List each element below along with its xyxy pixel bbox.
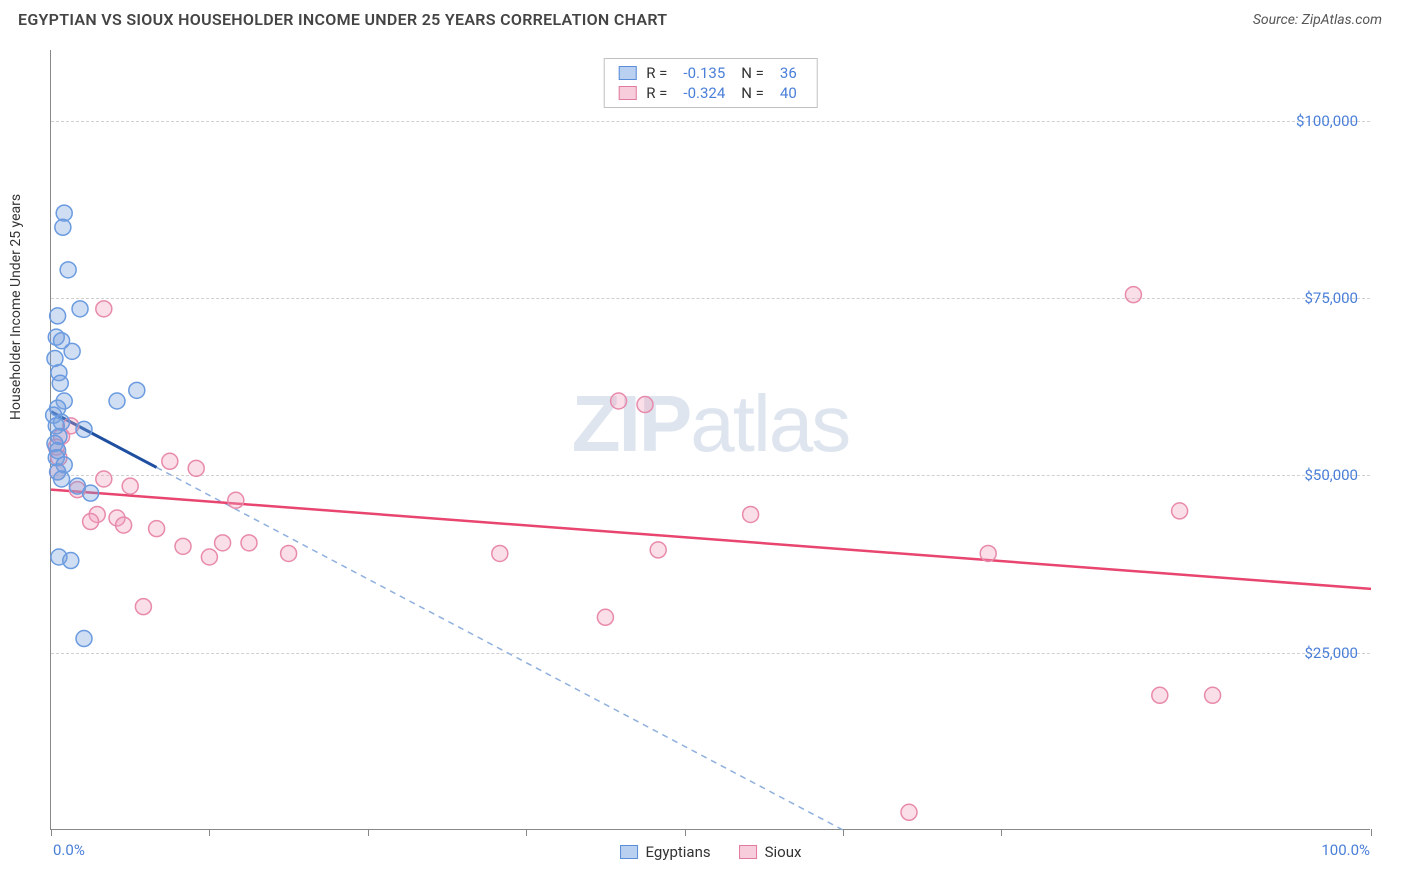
- swatch-egyptians-icon: [620, 845, 638, 859]
- x-tick-mark: [1001, 829, 1002, 836]
- legend-label-sioux: Sioux: [765, 843, 802, 861]
- n-label-si: N =: [741, 84, 764, 102]
- legend-row-egyptians: R = -0.135 N = 36: [618, 63, 803, 83]
- swatch-egyptians: [618, 66, 636, 80]
- chart-plot-area: ZIPatlas $25,000$50,000$75,000$100,000 R…: [50, 50, 1370, 830]
- r-label-si: R =: [646, 84, 667, 102]
- source-label: Source:: [1253, 12, 1302, 28]
- x-tick-mark: [526, 829, 527, 836]
- scatter-plot-svg: [51, 50, 1370, 829]
- chart-title: EGYPTIAN VS SIOUX HOUSEHOLDER INCOME UND…: [18, 10, 667, 29]
- swatch-sioux: [618, 86, 636, 100]
- y-axis-label: Householder Income Under 25 years: [8, 194, 24, 420]
- x-axis-max-label: 100.0%: [1321, 841, 1370, 859]
- x-tick-mark: [368, 829, 369, 836]
- header-bar: EGYPTIAN VS SIOUX HOUSEHOLDER INCOME UND…: [0, 0, 1406, 37]
- legend-label-egyptians: Egyptians: [646, 843, 711, 861]
- r-label-eg: R =: [646, 64, 667, 82]
- legend-item-egyptians: Egyptians: [620, 843, 711, 861]
- legend-row-sioux: R = -0.324 N = 40: [618, 83, 803, 103]
- x-tick-mark: [843, 829, 844, 836]
- x-tick-mark: [685, 829, 686, 836]
- source-value: ZipAtlas.com: [1302, 12, 1382, 28]
- series-legend: Egyptians Sioux: [620, 843, 802, 861]
- swatch-sioux-icon: [739, 845, 757, 859]
- n-value-si: 40: [774, 84, 803, 102]
- x-axis-min-label: 0.0%: [53, 841, 85, 859]
- x-tick-mark: [1371, 829, 1372, 836]
- n-label-eg: N =: [741, 64, 764, 82]
- r-value-si: -0.324: [677, 84, 731, 102]
- correlation-legend: R = -0.135 N = 36 R = -0.324 N = 40: [603, 58, 818, 108]
- x-tick-mark: [51, 829, 52, 836]
- legend-item-sioux: Sioux: [739, 843, 802, 861]
- r-value-eg: -0.135: [677, 64, 731, 82]
- n-value-eg: 36: [774, 64, 803, 82]
- source-attribution: Source: ZipAtlas.com: [1253, 12, 1382, 28]
- x-tick-mark: [209, 829, 210, 836]
